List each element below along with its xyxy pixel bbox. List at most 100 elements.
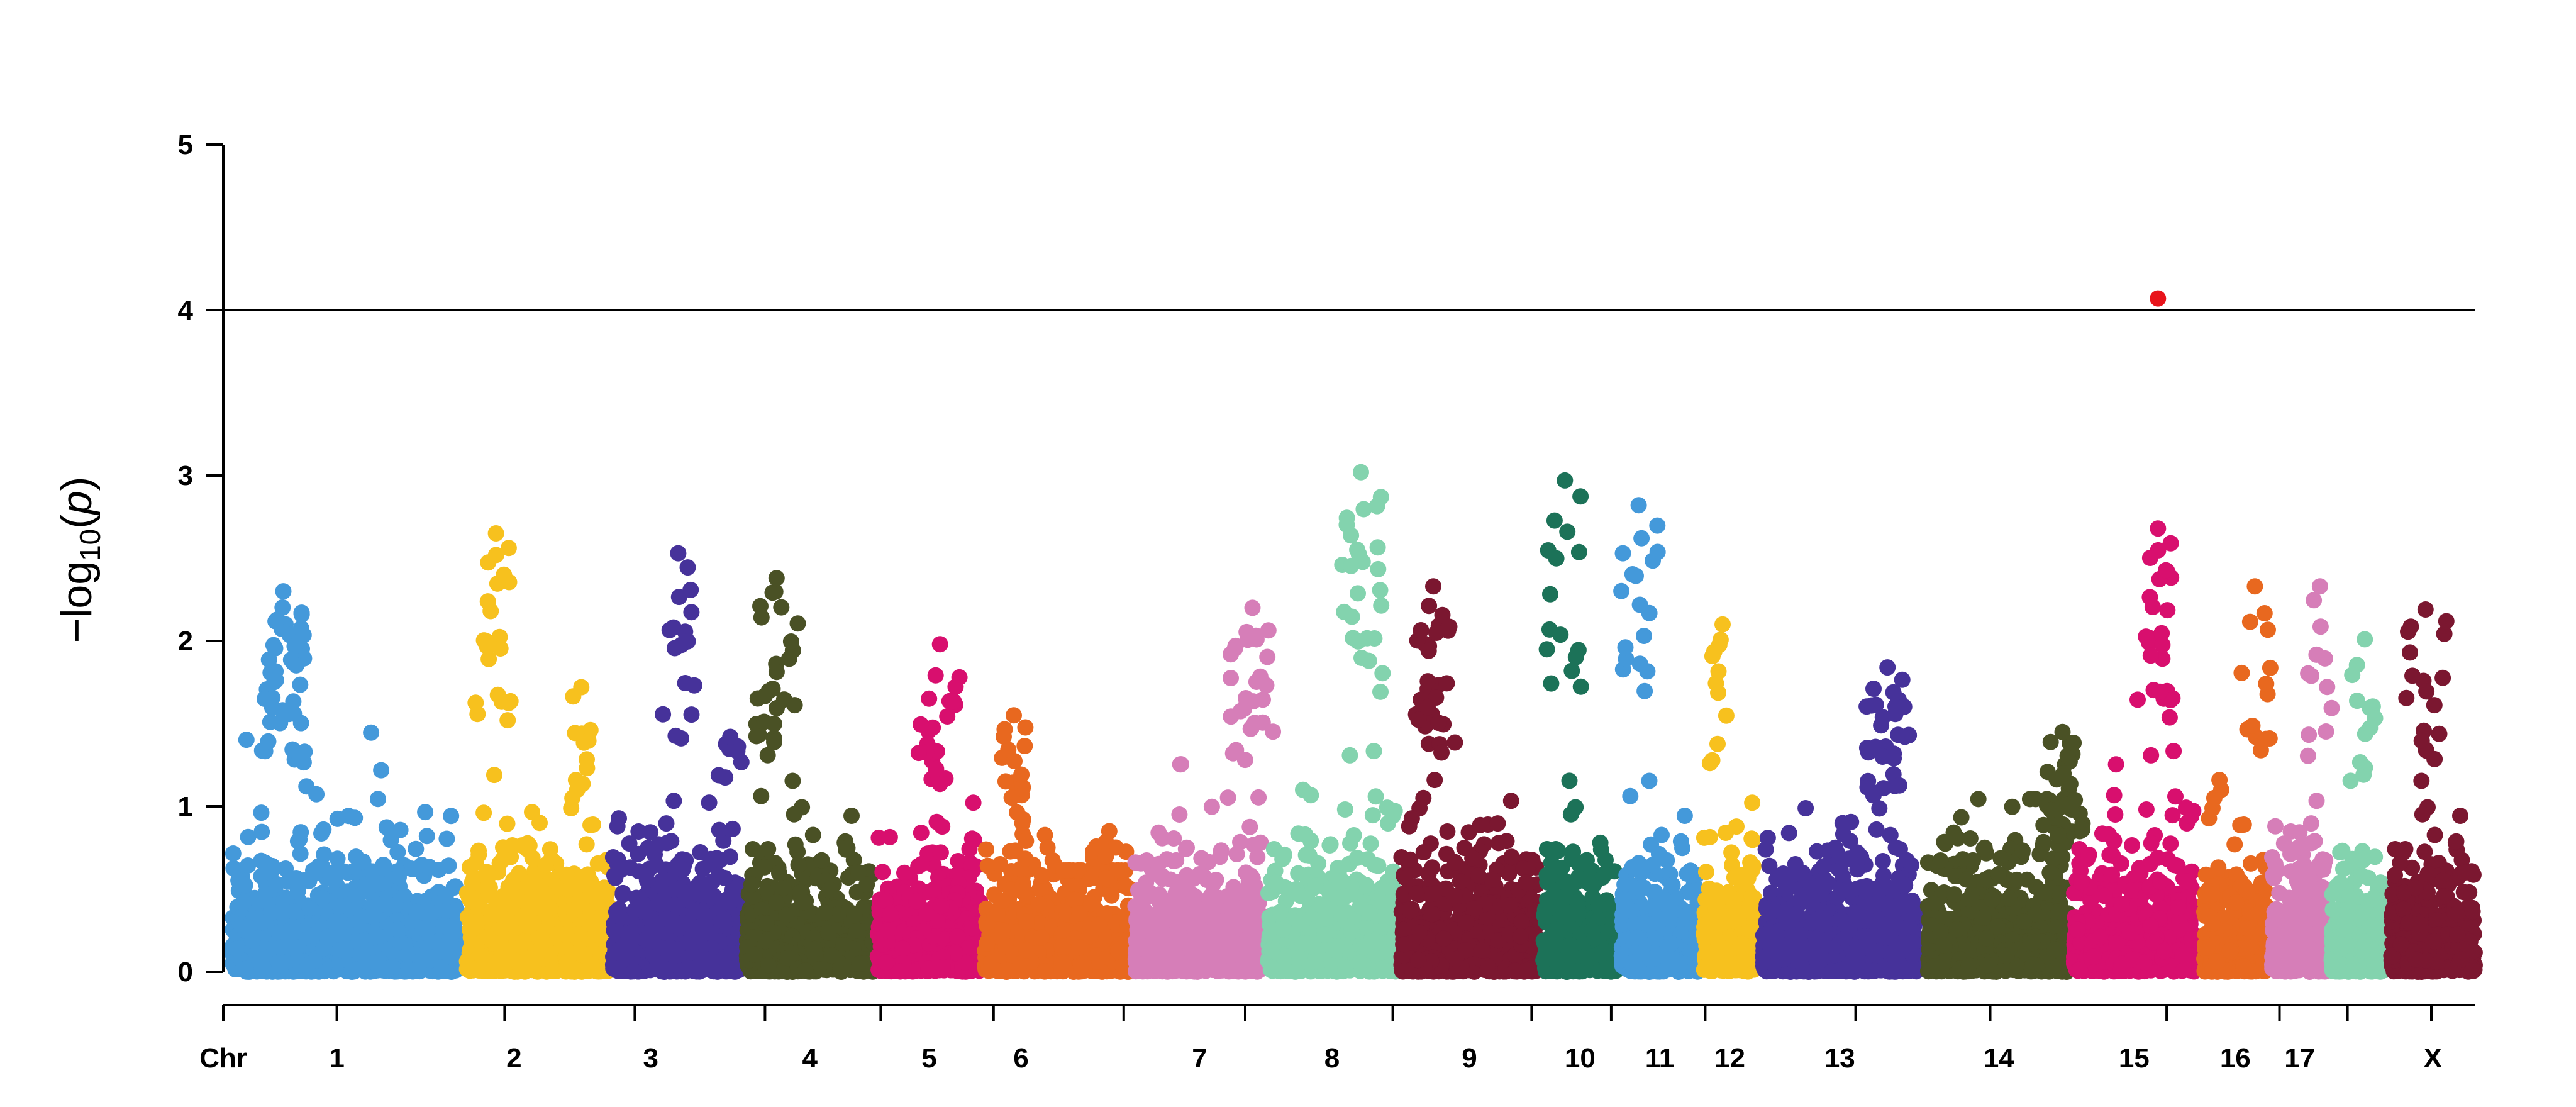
- snp-point: [525, 915, 542, 932]
- snp-point: [638, 872, 655, 889]
- snp-point: [408, 840, 425, 857]
- snp-point-peak: [931, 636, 948, 653]
- snp-point: [758, 915, 775, 932]
- snp-point: [771, 865, 787, 882]
- snp-point: [579, 760, 596, 777]
- snp-point: [260, 733, 277, 750]
- y-axis-title-subscript: 10: [74, 529, 106, 561]
- snp-point: [315, 821, 332, 838]
- snp-point: [701, 794, 718, 811]
- snp-point: [787, 836, 804, 853]
- snp-point: [540, 899, 557, 916]
- snp-point: [711, 852, 728, 869]
- snp-point: [819, 924, 836, 941]
- snp-point: [782, 633, 799, 650]
- snp-point: [238, 732, 255, 748]
- snp-point: [760, 841, 777, 857]
- snp-point: [696, 950, 713, 967]
- snp-point: [372, 875, 389, 892]
- snp-point: [567, 725, 584, 742]
- snp-point: [716, 869, 733, 886]
- snp-point: [265, 637, 282, 654]
- snp-point: [244, 932, 261, 949]
- snp-point: [716, 911, 733, 928]
- snp-point: [480, 650, 497, 667]
- snp-point: [748, 728, 765, 745]
- snp-point: [796, 894, 812, 911]
- snp-point: [489, 686, 506, 703]
- snp-point: [286, 638, 303, 655]
- snp-point: [839, 840, 856, 857]
- snp-point: [786, 697, 803, 714]
- snp-point: [294, 872, 311, 889]
- snp-point: [579, 866, 596, 883]
- snp-point: [694, 860, 711, 877]
- snp-point: [683, 706, 700, 723]
- snp-point: [253, 914, 270, 931]
- snp-point: [768, 894, 785, 911]
- y-axis-title-variable: p: [53, 491, 101, 516]
- snp-point-peak: [722, 728, 739, 745]
- snp-point: [225, 860, 242, 877]
- snp-point: [935, 959, 951, 976]
- snp-point: [784, 772, 801, 789]
- snp-point: [913, 716, 929, 733]
- snp-point: [662, 939, 679, 956]
- snp-point: [253, 823, 270, 840]
- snp-point: [272, 939, 289, 956]
- y-axis-title: −log10(p): [53, 477, 106, 643]
- snp-point: [267, 613, 284, 630]
- snp-point: [775, 879, 792, 896]
- snp-point: [896, 864, 913, 881]
- snp-point: [482, 603, 499, 620]
- snp-point: [301, 927, 318, 944]
- snp-point: [766, 733, 782, 750]
- snp-point: [280, 706, 297, 723]
- snp-point: [625, 963, 642, 980]
- snp-point-peak: [573, 679, 590, 696]
- snp-point: [314, 889, 331, 906]
- snp-point: [674, 861, 691, 878]
- data-points: [225, 290, 2483, 980]
- snp-point: [821, 882, 838, 899]
- snp-point: [291, 831, 308, 848]
- snp-point: [486, 767, 502, 784]
- snp-point: [780, 950, 796, 967]
- snp-point: [373, 762, 390, 779]
- snp-point: [692, 874, 709, 891]
- snp-point: [253, 804, 270, 821]
- snp-point: [677, 675, 694, 691]
- snp-point: [496, 955, 513, 972]
- snp-point: [367, 954, 383, 971]
- snp-point: [961, 841, 978, 857]
- snp-point: [626, 902, 643, 919]
- snp-point: [962, 939, 979, 956]
- snp-point: [519, 835, 536, 852]
- snp-point: [500, 540, 517, 557]
- snp-point: [813, 852, 830, 869]
- snp-point: [658, 815, 675, 832]
- snp-point: [609, 818, 626, 835]
- snp-point: [257, 691, 273, 707]
- snp-point: [319, 928, 336, 945]
- snp-point: [806, 940, 823, 957]
- snp-point: [389, 921, 406, 938]
- snp-point: [925, 881, 942, 898]
- snp-point: [816, 904, 833, 921]
- snp-point: [499, 712, 516, 729]
- snp-point: [574, 776, 591, 793]
- snp-point: [475, 632, 492, 649]
- snp-point: [932, 844, 949, 861]
- snp-point: [353, 908, 370, 925]
- snp-point: [564, 945, 581, 962]
- snp-point: [435, 918, 452, 935]
- snp-point: [236, 877, 253, 894]
- snp-point: [260, 651, 277, 668]
- snp-point: [823, 947, 840, 964]
- snp-point: [963, 920, 980, 937]
- snp-point: [480, 554, 497, 571]
- snp-point: [240, 857, 257, 874]
- snp-point: [666, 640, 683, 657]
- snp-point: [724, 892, 741, 909]
